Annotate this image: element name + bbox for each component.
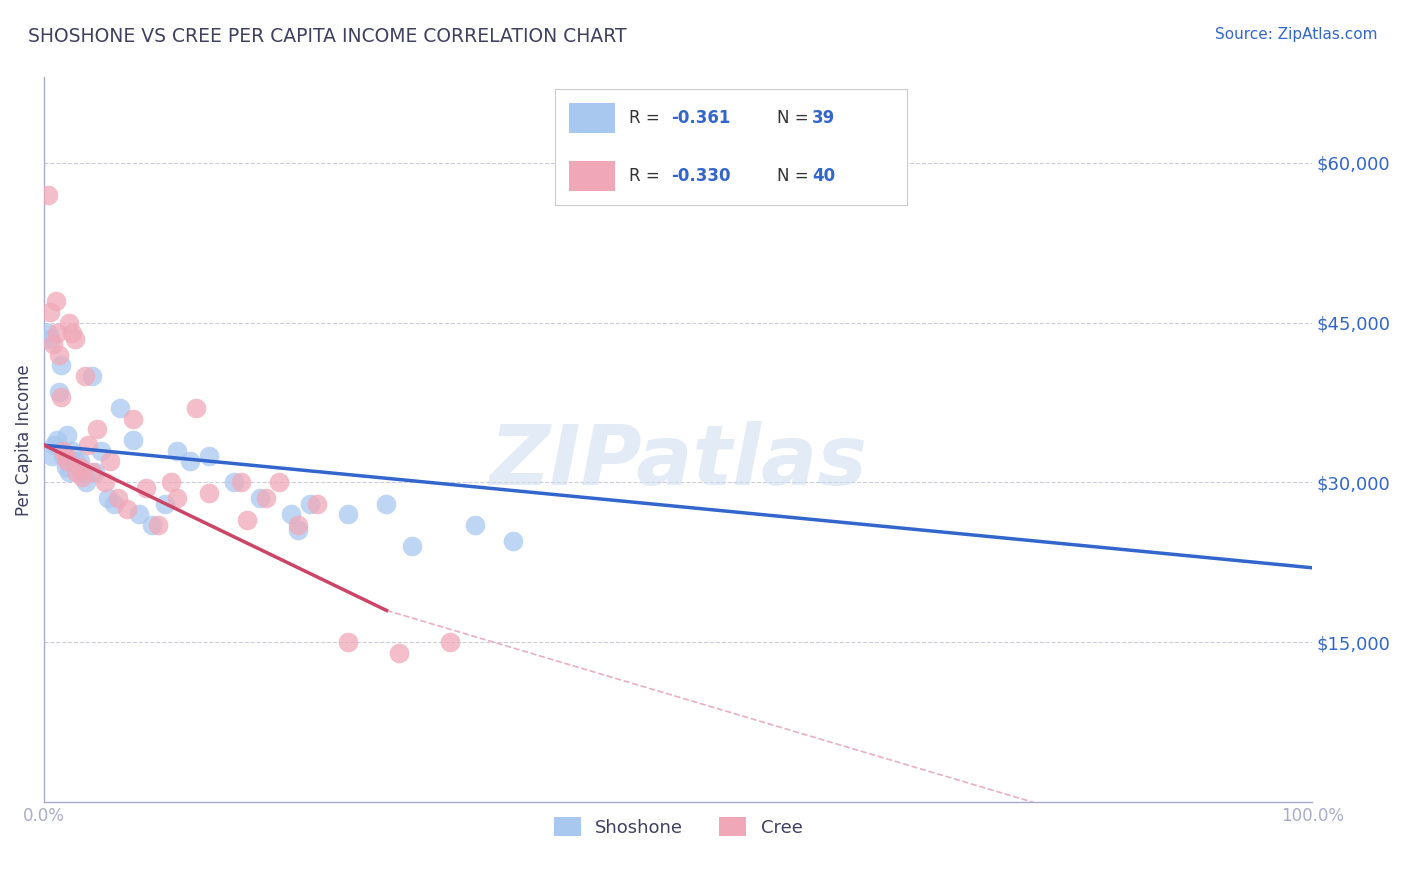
Point	[94, 475, 117, 490]
Point	[287, 518, 309, 533]
Text: -0.361: -0.361	[672, 109, 731, 128]
Point	[135, 481, 157, 495]
Point	[464, 518, 486, 533]
Text: N =: N =	[778, 167, 814, 186]
Point	[49, 358, 72, 372]
Point	[198, 449, 221, 463]
Text: -0.330: -0.330	[672, 167, 731, 186]
Point	[502, 534, 524, 549]
Point	[229, 475, 252, 490]
Point	[70, 470, 93, 484]
Point	[198, 486, 221, 500]
Text: Source: ZipAtlas.com: Source: ZipAtlas.com	[1215, 27, 1378, 42]
Point	[75, 475, 97, 490]
Point	[153, 497, 176, 511]
Point	[44, 438, 66, 452]
Point	[249, 491, 271, 506]
Point	[65, 465, 87, 479]
Point	[375, 497, 398, 511]
Point	[48, 384, 70, 399]
Text: R =: R =	[630, 109, 665, 128]
Point	[60, 326, 83, 341]
Point	[77, 438, 100, 452]
Text: 39: 39	[813, 109, 835, 128]
Point	[337, 635, 360, 649]
Point	[96, 491, 118, 506]
Point	[39, 332, 62, 346]
Point	[56, 454, 79, 468]
Legend: Shoshone, Cree: Shoshone, Cree	[547, 810, 810, 844]
Text: SHOSHONE VS CREE PER CAPITA INCOME CORRELATION CHART: SHOSHONE VS CREE PER CAPITA INCOME CORRE…	[28, 27, 627, 45]
Point	[299, 497, 322, 511]
Point	[73, 368, 96, 383]
Point	[98, 454, 121, 468]
Bar	[569, 103, 616, 133]
Point	[44, 294, 66, 309]
Point	[39, 305, 62, 319]
Point	[58, 465, 80, 479]
Point	[37, 187, 59, 202]
Point	[90, 443, 112, 458]
Point	[287, 524, 309, 538]
Point	[141, 518, 163, 533]
Point	[148, 518, 170, 533]
Point	[52, 449, 75, 463]
Point	[267, 475, 290, 490]
Point	[58, 316, 80, 330]
Point	[107, 491, 129, 506]
Point	[280, 508, 302, 522]
Point	[69, 459, 91, 474]
Point	[45, 326, 67, 341]
Point	[49, 390, 72, 404]
Y-axis label: Per Capita Income: Per Capita Income	[15, 364, 32, 516]
Point	[37, 326, 59, 341]
Point	[56, 427, 79, 442]
Point	[82, 465, 104, 479]
Point	[179, 454, 201, 468]
Text: ZIPatlas: ZIPatlas	[489, 421, 868, 502]
Point	[108, 401, 131, 415]
Point	[305, 497, 328, 511]
Point	[160, 475, 183, 490]
Text: R =: R =	[630, 167, 665, 186]
Bar	[569, 161, 616, 191]
Point	[69, 454, 91, 468]
Point	[224, 475, 246, 490]
Text: 40: 40	[813, 167, 835, 186]
Point	[166, 491, 188, 506]
Point	[70, 465, 93, 479]
Point	[337, 508, 360, 522]
Point	[55, 449, 77, 463]
Point	[254, 491, 277, 506]
Point	[83, 465, 105, 479]
Point	[115, 502, 138, 516]
Text: N =: N =	[778, 109, 814, 128]
Point	[388, 646, 411, 660]
Point	[122, 433, 145, 447]
Point	[439, 635, 461, 649]
Point	[45, 433, 67, 447]
Point	[55, 459, 77, 474]
Point	[401, 540, 423, 554]
Point	[86, 422, 108, 436]
Point	[82, 368, 104, 383]
Point	[41, 449, 63, 463]
Point	[103, 497, 125, 511]
Point	[122, 411, 145, 425]
Point	[63, 332, 86, 346]
Point	[186, 401, 208, 415]
Point	[166, 443, 188, 458]
Point	[128, 508, 150, 522]
Point	[60, 443, 83, 458]
Point	[48, 348, 70, 362]
Point	[65, 454, 87, 468]
Point	[42, 337, 65, 351]
Point	[52, 443, 75, 458]
Point	[236, 513, 259, 527]
